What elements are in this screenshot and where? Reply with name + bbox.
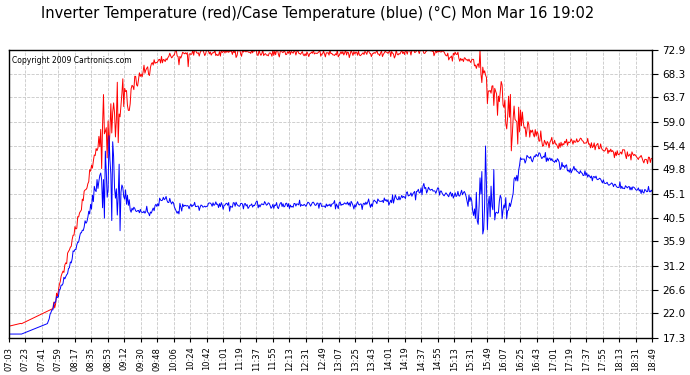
Text: Inverter Temperature (red)/Case Temperature (blue) (°C) Mon Mar 16 19:02: Inverter Temperature (red)/Case Temperat… [41, 6, 594, 21]
Text: Copyright 2009 Cartronics.com: Copyright 2009 Cartronics.com [12, 56, 132, 64]
